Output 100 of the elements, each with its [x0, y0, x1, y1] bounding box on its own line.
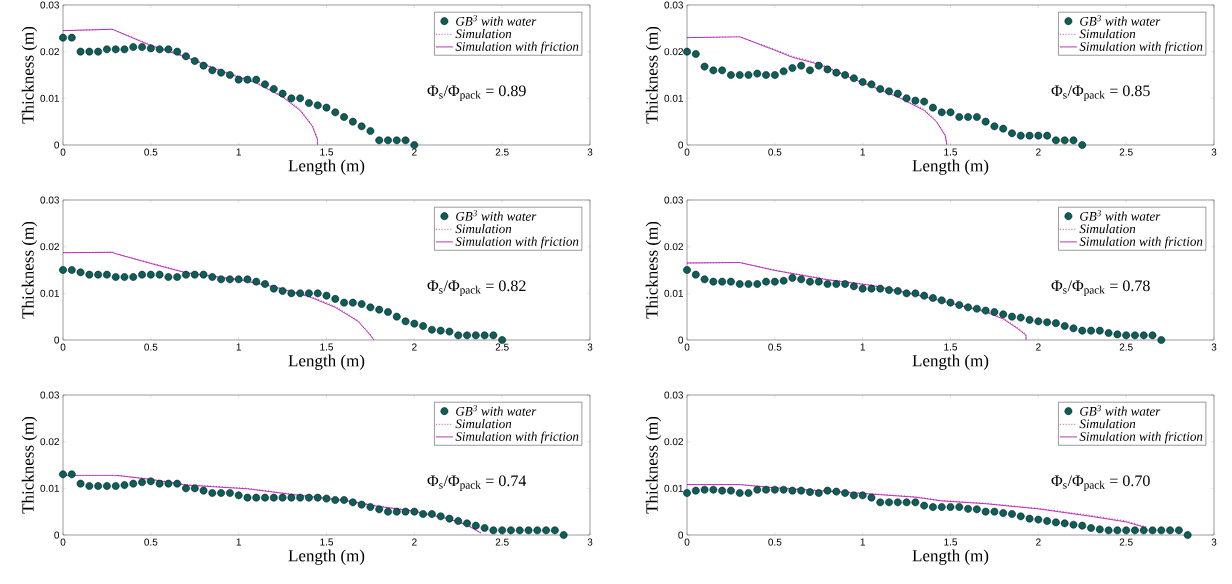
point — [1025, 514, 1034, 523]
point — [858, 284, 867, 293]
point — [489, 331, 498, 340]
point — [357, 122, 366, 131]
point — [366, 303, 375, 312]
point — [841, 71, 849, 79]
point — [67, 33, 76, 42]
point — [454, 331, 463, 340]
point — [85, 270, 94, 279]
point — [305, 493, 313, 502]
point — [937, 503, 946, 511]
point — [691, 486, 700, 495]
point — [981, 306, 990, 315]
point — [753, 280, 762, 288]
point — [779, 276, 788, 285]
legend-label: Simulation with friction — [1079, 236, 1203, 249]
point — [76, 47, 85, 56]
point — [278, 287, 287, 295]
point — [384, 136, 392, 145]
point — [1122, 526, 1131, 535]
point — [770, 277, 779, 286]
point — [1122, 331, 1131, 340]
point — [902, 289, 911, 298]
point — [533, 526, 542, 535]
point — [217, 68, 225, 77]
point — [199, 61, 208, 70]
point — [1104, 526, 1113, 535]
point — [1016, 512, 1025, 521]
point — [103, 270, 111, 279]
point — [946, 298, 955, 307]
point — [893, 498, 902, 507]
point — [1183, 531, 1192, 539]
point — [217, 489, 225, 497]
point — [779, 67, 788, 76]
point — [1078, 141, 1087, 149]
point — [902, 498, 911, 507]
point — [683, 266, 691, 274]
point — [911, 96, 920, 105]
point — [94, 482, 102, 490]
point — [1139, 331, 1148, 340]
point — [331, 108, 340, 117]
point — [313, 289, 322, 298]
point — [401, 317, 410, 326]
y-tick-label: 0.03 — [40, 391, 60, 399]
point — [718, 66, 726, 75]
point — [1175, 526, 1183, 535]
point — [226, 71, 234, 79]
x-tick-label: 2 — [412, 343, 417, 351]
x-tick-label: 1.5 — [944, 538, 958, 546]
x-tick-label: 2 — [412, 148, 417, 156]
point — [182, 484, 190, 493]
legend-label: GB$^{3}$ with water — [456, 405, 537, 416]
point — [1052, 136, 1060, 145]
point — [234, 275, 243, 284]
point — [981, 117, 990, 126]
point — [735, 280, 744, 288]
point — [929, 103, 937, 112]
point — [999, 310, 1008, 319]
point — [76, 268, 85, 277]
y-tick-label: 0 — [54, 336, 60, 344]
legend-label: Simulation — [1079, 29, 1136, 39]
point — [129, 43, 138, 51]
y-tick-label: 0.03 — [664, 196, 684, 204]
x-tick-label: 1 — [860, 148, 865, 156]
point — [445, 514, 454, 523]
point — [1069, 136, 1078, 145]
y-tick-label: 0.02 — [40, 438, 59, 446]
point — [410, 319, 419, 328]
point — [357, 300, 366, 308]
x-tick-label: 2 — [1036, 538, 1041, 546]
x-tick-label: 2.5 — [1119, 148, 1133, 156]
x-tick-label: 0.5 — [768, 148, 782, 156]
annotation: Φ$_{s}$/Φ$_{pack}$ = 0.78 — [1051, 280, 1150, 297]
point — [735, 71, 744, 79]
x-tick-label: 0.5 — [144, 148, 158, 156]
point — [920, 97, 929, 106]
x-tick-label: 2.5 — [495, 148, 509, 156]
point — [770, 485, 779, 494]
point — [190, 57, 199, 65]
point — [1157, 336, 1166, 344]
point — [146, 270, 155, 279]
point — [384, 507, 392, 516]
x-axis-title: Length (m) — [912, 354, 989, 370]
point — [445, 327, 454, 336]
point — [1034, 317, 1043, 326]
point — [867, 80, 876, 89]
legend-label: Simulation — [455, 224, 512, 234]
x-tick-label: 0 — [684, 538, 690, 546]
legend-label: GB$^{3}$ with water — [456, 210, 537, 221]
x-tick-label: 0 — [60, 343, 66, 351]
point — [1034, 131, 1043, 140]
y-tick-label: 0.02 — [664, 243, 683, 251]
point — [103, 45, 111, 54]
point — [1043, 318, 1051, 327]
point — [322, 291, 331, 300]
point — [349, 498, 357, 507]
point — [85, 47, 94, 56]
point — [76, 479, 85, 488]
point — [700, 485, 709, 494]
point — [1078, 521, 1087, 530]
